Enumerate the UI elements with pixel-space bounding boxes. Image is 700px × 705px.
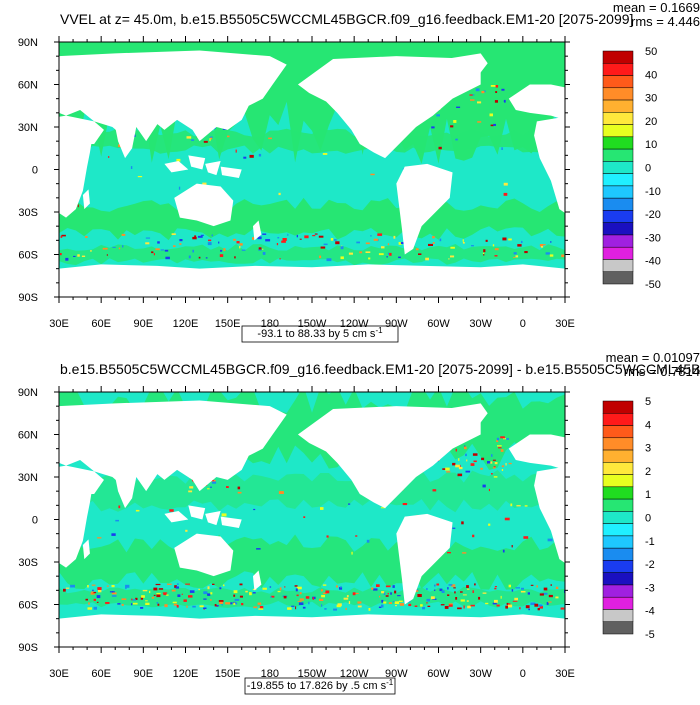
bottom-map-panel: b.e15.B5505C5WCCML45BGCR.f09_g16.feedbac… [18,350,700,695]
longitude-label: 150E [215,668,241,680]
longitude-label: 180 [261,668,279,680]
longitude-label: 0 [520,668,526,680]
latitude-label: 90S [18,642,38,654]
top-map-panel: VVEL at z= 45.0m, b.e15.B5505C5WCCML45BG… [18,0,700,343]
colorbar-label: -2 [645,559,655,571]
longitude-label: 60W [427,668,450,680]
longitude-label: 120E [173,668,199,680]
latitude-label: 90S [18,292,38,304]
colorbar-label: 2 [645,466,651,478]
colorbar-label: -30 [645,232,661,244]
map-field [59,42,565,297]
rms-value: rms = 4.446 [631,14,700,29]
latitude-label: 0 [32,515,38,527]
colorbar-label: 30 [645,93,657,105]
mean-value: mean = 0.01097 [606,350,700,365]
colorbar-label: -4 [645,606,655,618]
colorbar-label: 3 [645,443,651,455]
longitude-label: 30W [469,668,492,680]
longitude-label: 120E [173,318,199,330]
colorbar-label: 0 [645,513,651,525]
longitude-label: 0 [520,318,526,330]
panel-title: b.e15.B5505C5WCCML45BGCR.f09_g16.feedbac… [60,361,700,377]
contour-range-label: -19.855 to 17.826 by .5 cm s-1 [244,677,396,695]
colorbar: 50 40 30 20 10 0 -10 -20 -30 -40 -50 [602,46,661,291]
longitude-label: 90W [385,318,408,330]
longitude-label: 60W [427,318,450,330]
latitude-label: 60N [18,80,38,92]
longitude-label: 150W [298,668,327,680]
longitude-label: 150E [215,318,241,330]
latitude-label: 90N [18,387,38,399]
colorbar-label: -20 [645,209,661,221]
latitude-label: 0 [32,165,38,177]
colorbar-label: 5 [645,396,651,408]
latitude-label: 60S [18,600,38,612]
longitude-label: 120W [340,318,369,330]
colorbar: 5 4 3 2 1 0 -1 -2 -3 -4 -5 [602,396,655,641]
latitude-label: 60N [18,430,38,442]
longitude-label: 60E [91,318,111,330]
colorbar-label: 40 [645,69,657,81]
latitude-label: 30N [18,122,38,134]
mean-value: mean = 0.1669 [613,0,700,15]
latitude-label: 30N [18,472,38,484]
latitude-label: 30S [18,557,38,569]
contour-range-text: -19.855 to 17.826 by .5 cm s-1 [247,678,394,692]
contour-range-label: -93.1 to 88.33 by 5 cm s-1 [241,325,399,343]
colorbar-label: 20 [645,116,657,128]
contour-range-text: -93.1 to 88.33 by 5 cm s-1 [257,326,383,340]
colorbar-label: -3 [645,582,655,594]
colorbar-label: -10 [645,186,661,198]
panel-title: VVEL at z= 45.0m, b.e15.B5505C5WCCML45BG… [60,11,633,27]
colorbar-label: -40 [645,256,661,268]
colorbar-label: 1 [645,489,651,501]
colorbar-label: -5 [645,629,655,641]
colorbar-label: 10 [645,139,657,151]
colorbar-label: 4 [645,419,651,431]
latitude-label: 90N [18,37,38,49]
rms-value: rms = 0.7814 [624,364,700,379]
longitude-label: 90E [134,318,154,330]
latitude-label: 30S [18,207,38,219]
longitude-label: 60E [91,668,111,680]
longitude-label: 90W [385,668,408,680]
longitude-label: 30E [49,318,69,330]
colorbar-label: -1 [645,536,655,548]
colorbar-label: 0 [645,163,651,175]
longitude-label: 30E [555,318,575,330]
longitude-label: 120W [340,668,369,680]
longitude-label: 180 [261,318,279,330]
longitude-label: 30E [555,668,575,680]
map-field [59,392,565,647]
latitude-label: 60S [18,250,38,262]
longitude-label: 30W [469,318,492,330]
longitude-label: 90E [134,668,154,680]
longitude-label: 30E [49,668,69,680]
colorbar-label: 50 [645,46,657,58]
colorbar-label: -50 [645,279,661,291]
longitude-label: 150W [298,318,327,330]
